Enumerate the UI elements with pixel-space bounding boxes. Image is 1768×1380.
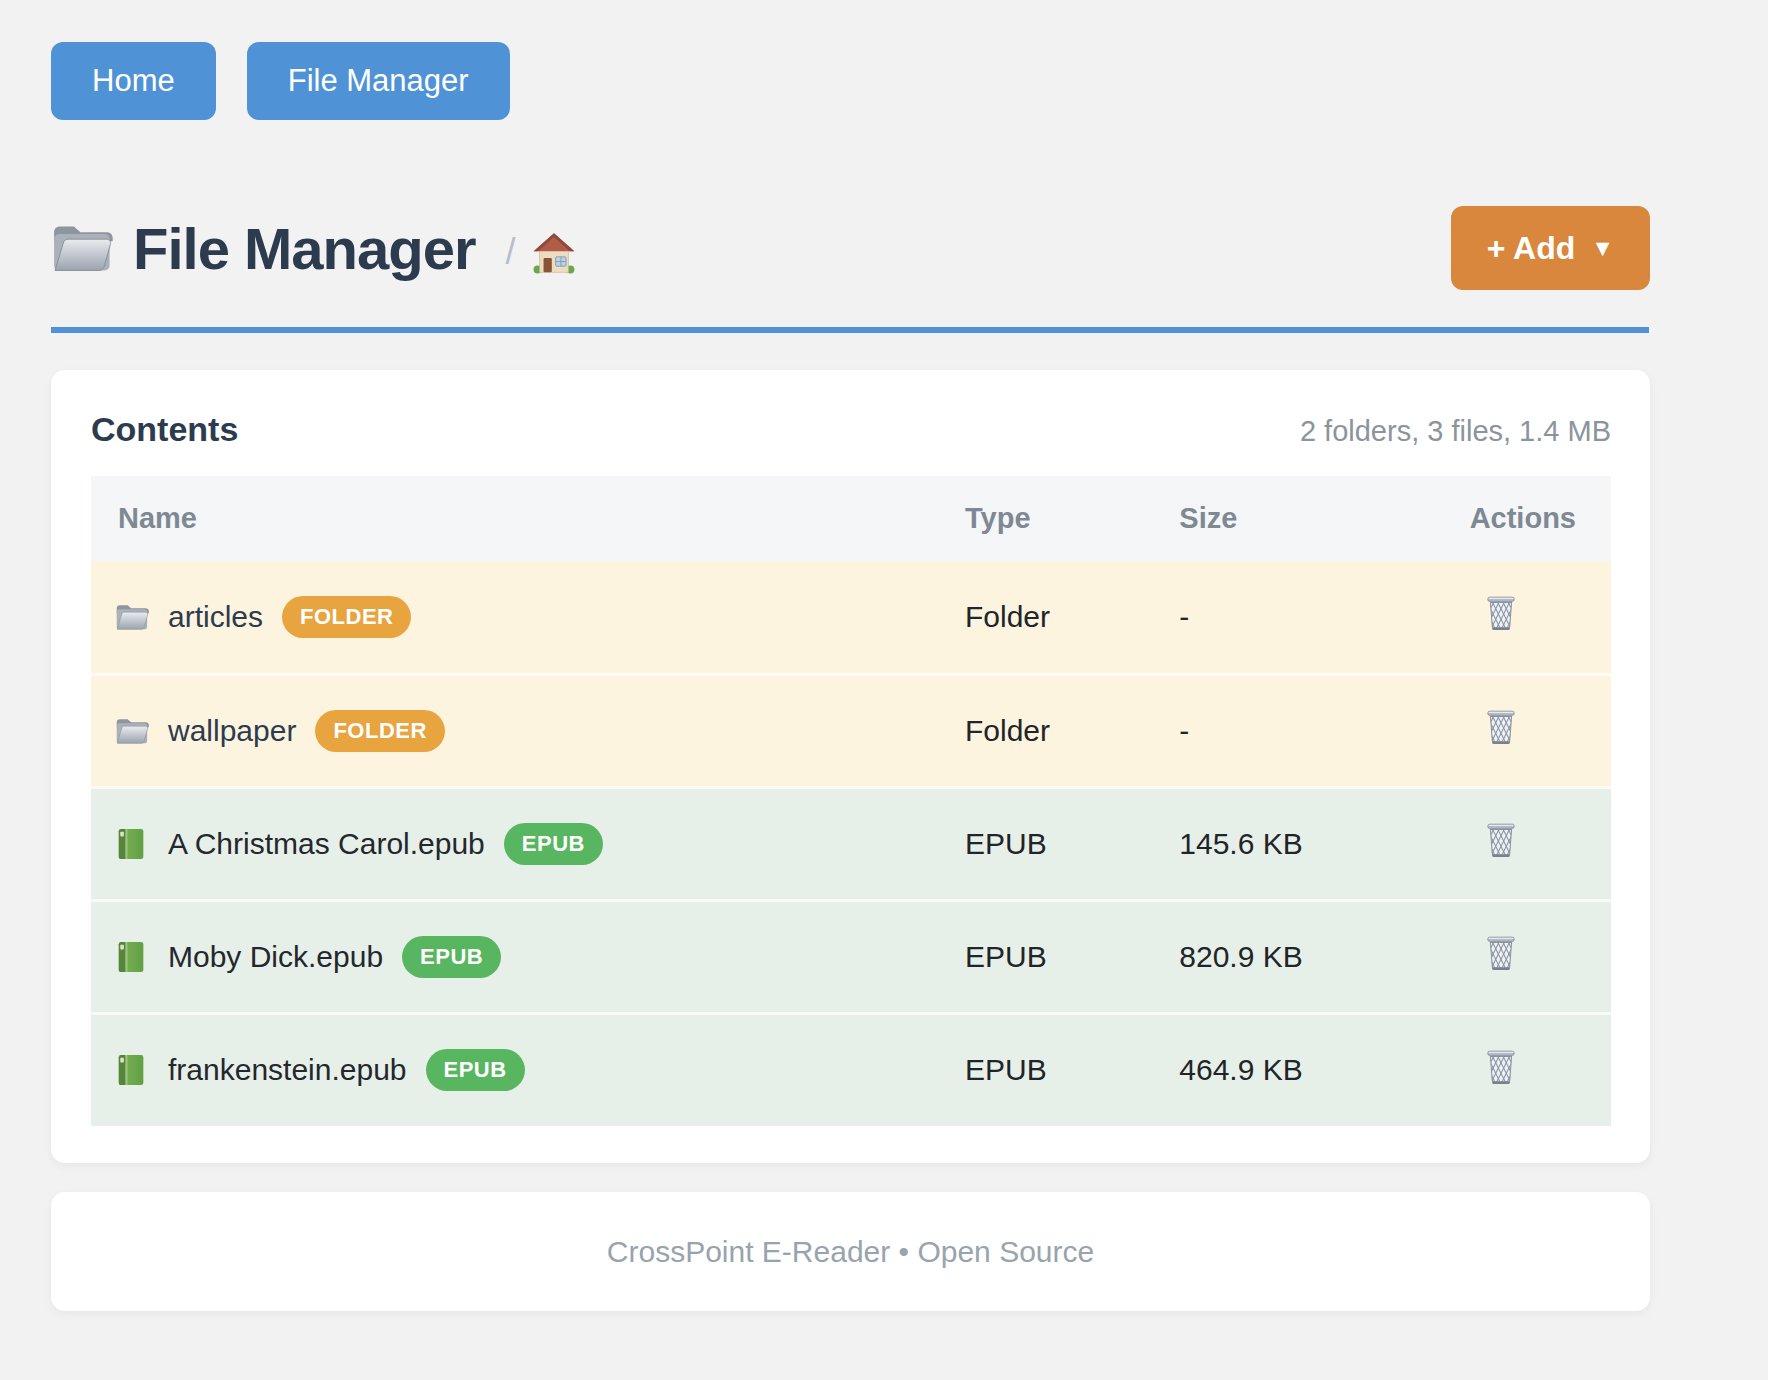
column-header-actions: Actions xyxy=(1470,476,1611,561)
size-cell: - xyxy=(1179,674,1469,787)
folder-icon xyxy=(115,600,149,634)
column-header-size: Size xyxy=(1179,476,1469,561)
house-icon[interactable] xyxy=(532,232,576,274)
table-row: A Christmas Carol.epub EPUB EPUB 145.6 K… xyxy=(91,787,1611,900)
page-title: File Manager xyxy=(133,215,476,282)
type-badge: EPUB xyxy=(426,1049,525,1091)
header-divider xyxy=(51,327,1649,333)
size-cell: 464.9 KB xyxy=(1179,1013,1469,1126)
delete-button[interactable] xyxy=(1484,821,1518,859)
column-header-type: Type xyxy=(965,476,1179,561)
add-button[interactable]: + Add ▼ xyxy=(1451,206,1650,290)
table-header-row: Name Type Size Actions xyxy=(91,476,1611,561)
item-name-link[interactable]: Moby Dick.epub xyxy=(168,940,383,974)
delete-button[interactable] xyxy=(1484,934,1518,972)
size-cell: 820.9 KB xyxy=(1179,900,1469,1013)
nav-home-button[interactable]: Home xyxy=(51,42,216,120)
card-head: Contents 2 folders, 3 files, 1.4 MB xyxy=(91,410,1611,450)
size-cell: 145.6 KB xyxy=(1179,787,1469,900)
page-header: File Manager / + Add ▼ xyxy=(51,206,1650,290)
table-row: articles FOLDER Folder - xyxy=(91,561,1611,674)
trash-icon xyxy=(1484,708,1518,746)
book-icon xyxy=(115,1053,149,1087)
contents-card: Contents 2 folders, 3 files, 1.4 MB Name… xyxy=(51,370,1650,1163)
item-name-link[interactable]: articles xyxy=(168,600,263,634)
add-button-label: + Add xyxy=(1487,230,1576,267)
type-badge: EPUB xyxy=(402,936,501,978)
table-row: Moby Dick.epub EPUB EPUB 820.9 KB xyxy=(91,900,1611,1013)
delete-button[interactable] xyxy=(1484,1048,1518,1086)
table-row: frankenstein.epub EPUB EPUB 464.9 KB xyxy=(91,1013,1611,1126)
item-name-link[interactable]: A Christmas Carol.epub xyxy=(168,827,485,861)
trash-icon xyxy=(1484,1048,1518,1086)
contents-heading: Contents xyxy=(91,410,238,449)
contents-summary: 2 folders, 3 files, 1.4 MB xyxy=(1300,415,1611,448)
table-row: wallpaper FOLDER Folder - xyxy=(91,674,1611,787)
caret-down-icon: ▼ xyxy=(1591,235,1614,262)
footer-text: CrossPoint E-Reader • Open Source xyxy=(607,1235,1094,1269)
column-header-name: Name xyxy=(91,476,965,561)
type-badge: FOLDER xyxy=(282,596,411,638)
delete-button[interactable] xyxy=(1484,594,1518,632)
page: Home File Manager File Manager / + Add ▼… xyxy=(0,0,1650,1311)
title-wrap: File Manager / xyxy=(51,215,576,282)
book-icon xyxy=(115,940,149,974)
folder-icon xyxy=(115,714,149,748)
trash-icon xyxy=(1484,821,1518,859)
breadcrumb-separator: / xyxy=(506,231,516,273)
type-cell: Folder xyxy=(965,674,1179,787)
delete-button[interactable] xyxy=(1484,708,1518,746)
folder-icon xyxy=(51,219,113,277)
type-badge: FOLDER xyxy=(315,710,444,752)
top-nav: Home File Manager xyxy=(51,0,1650,120)
type-cell: EPUB xyxy=(965,900,1179,1013)
item-name-link[interactable]: wallpaper xyxy=(168,714,296,748)
type-cell: Folder xyxy=(965,561,1179,674)
trash-icon xyxy=(1484,934,1518,972)
nav-file-manager-button[interactable]: File Manager xyxy=(247,42,510,120)
type-cell: EPUB xyxy=(965,1013,1179,1126)
trash-icon xyxy=(1484,594,1518,632)
item-name-link[interactable]: frankenstein.epub xyxy=(168,1053,407,1087)
file-table: Name Type Size Actions articles FOLDER F… xyxy=(91,476,1611,1126)
size-cell: - xyxy=(1179,561,1469,674)
footer: CrossPoint E-Reader • Open Source xyxy=(51,1192,1650,1311)
type-badge: EPUB xyxy=(504,823,603,865)
type-cell: EPUB xyxy=(965,787,1179,900)
book-icon xyxy=(115,827,149,861)
